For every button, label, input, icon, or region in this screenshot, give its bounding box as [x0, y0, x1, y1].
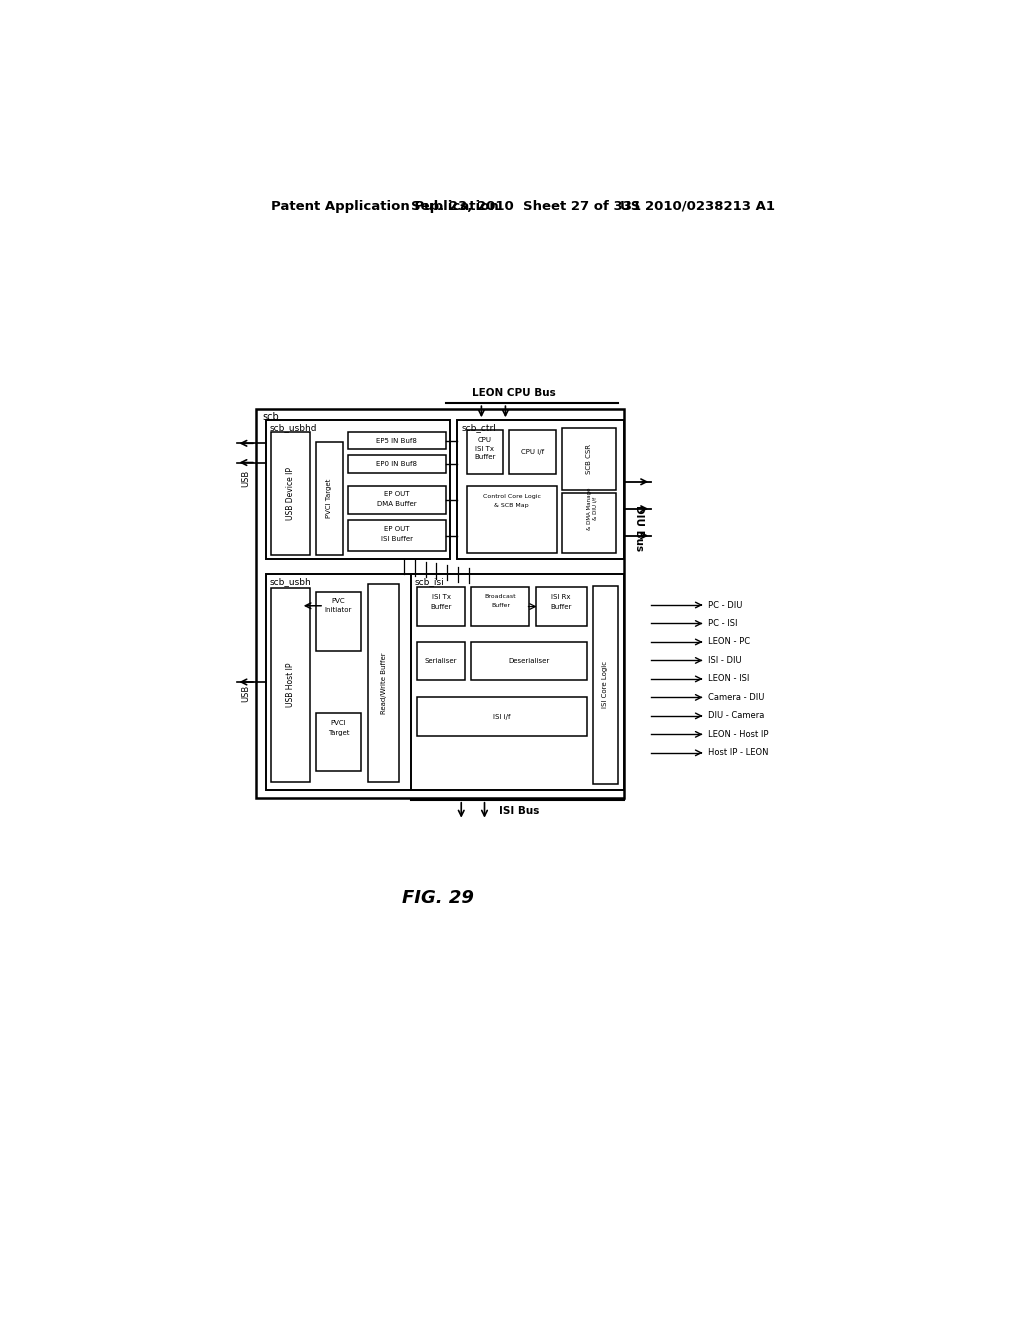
Bar: [266, 574, 450, 789]
Text: USB: USB: [242, 685, 250, 702]
Text: Initiator: Initiator: [325, 607, 352, 614]
Bar: [315, 442, 343, 554]
Text: Deserialiser: Deserialiser: [509, 659, 550, 664]
Text: DMA Buffer: DMA Buffer: [377, 502, 417, 507]
Text: ISI Bus: ISI Bus: [499, 807, 540, 816]
Text: scb_ctrl: scb_ctrl: [461, 422, 496, 432]
Text: Buffer: Buffer: [551, 603, 572, 610]
Text: CPU: CPU: [478, 437, 492, 444]
Text: EP OUT: EP OUT: [384, 491, 410, 498]
Text: scb_usbh: scb_usbh: [270, 577, 311, 586]
Bar: [417, 642, 465, 681]
Text: & SCB Map: & SCB Map: [495, 503, 529, 508]
Bar: [348, 486, 445, 515]
Text: Camera - DIU: Camera - DIU: [708, 693, 764, 702]
Bar: [271, 432, 310, 554]
Text: ISI Rx: ISI Rx: [552, 594, 571, 601]
Bar: [266, 420, 450, 558]
Text: LEON - ISI: LEON - ISI: [708, 675, 750, 684]
Text: scb: scb: [262, 412, 279, 422]
Text: DIU Bus: DIU Bus: [635, 506, 644, 550]
Bar: [348, 455, 445, 473]
Text: Target: Target: [328, 730, 349, 735]
Text: ISI - DIU: ISI - DIU: [708, 656, 741, 665]
Text: EP0 IN Buf8: EP0 IN Buf8: [377, 461, 418, 467]
Text: ISI Tx: ISI Tx: [431, 594, 451, 601]
Text: & DMA Manage: & DMA Manage: [587, 487, 592, 531]
Bar: [316, 713, 360, 771]
Text: EP5 IN Buf8: EP5 IN Buf8: [377, 438, 418, 444]
Text: Read/Write Buffer: Read/Write Buffer: [381, 652, 387, 714]
Bar: [562, 494, 616, 553]
Text: ISI Buffer: ISI Buffer: [381, 536, 413, 541]
Bar: [348, 520, 445, 552]
Text: scb_usbhd: scb_usbhd: [270, 422, 317, 432]
Text: LEON CPU Bus: LEON CPU Bus: [472, 388, 556, 399]
Bar: [316, 591, 360, 651]
Text: PC - ISI: PC - ISI: [708, 619, 737, 628]
Text: USB: USB: [242, 470, 250, 487]
Bar: [467, 430, 503, 474]
Text: Broadcast: Broadcast: [484, 594, 516, 599]
Text: Sep. 23, 2010  Sheet 27 of 331: Sep. 23, 2010 Sheet 27 of 331: [411, 199, 641, 213]
Text: PVC: PVC: [332, 598, 345, 605]
Text: Serialiser: Serialiser: [425, 659, 458, 664]
Bar: [348, 432, 445, 449]
Text: Patent Application Publication: Patent Application Publication: [271, 199, 499, 213]
Bar: [593, 586, 617, 784]
Text: Control Core Logic: Control Core Logic: [482, 494, 541, 499]
Text: FIG. 29: FIG. 29: [402, 888, 474, 907]
Text: USB Device IP: USB Device IP: [287, 467, 295, 520]
Text: Buffer: Buffer: [474, 454, 496, 461]
Bar: [458, 420, 624, 558]
Text: PVCI: PVCI: [331, 719, 346, 726]
Text: CPU i/f: CPU i/f: [521, 449, 544, 455]
Bar: [509, 430, 556, 474]
Bar: [271, 589, 310, 781]
Bar: [256, 409, 624, 797]
Bar: [417, 587, 465, 626]
Text: LEON - PC: LEON - PC: [708, 638, 750, 647]
Bar: [562, 428, 616, 490]
Bar: [417, 697, 587, 737]
Text: PC - DIU: PC - DIU: [708, 601, 742, 610]
Bar: [369, 585, 399, 781]
Text: PVCI Target: PVCI Target: [327, 479, 333, 517]
Text: US 2010/0238213 A1: US 2010/0238213 A1: [621, 199, 775, 213]
Text: USB Host IP: USB Host IP: [287, 663, 295, 708]
Bar: [467, 486, 557, 553]
Bar: [411, 574, 624, 789]
Bar: [471, 587, 529, 626]
Bar: [471, 642, 587, 681]
Text: EP OUT: EP OUT: [384, 525, 410, 532]
Text: Buffer: Buffer: [430, 603, 452, 610]
Text: Host IP - LEON: Host IP - LEON: [708, 748, 768, 758]
Text: ISI Core Logic: ISI Core Logic: [602, 661, 608, 709]
Text: ISI i/f: ISI i/f: [494, 714, 511, 719]
Bar: [536, 587, 587, 626]
Text: scb_isi: scb_isi: [415, 577, 444, 586]
Text: DIU - Camera: DIU - Camera: [708, 711, 764, 721]
Text: Buffer: Buffer: [490, 603, 510, 609]
Text: ISI Tx: ISI Tx: [475, 446, 495, 451]
Text: & DIU i/f: & DIU i/f: [593, 498, 598, 520]
Text: LEON - Host IP: LEON - Host IP: [708, 730, 768, 739]
Text: SCB CSR: SCB CSR: [586, 444, 592, 474]
